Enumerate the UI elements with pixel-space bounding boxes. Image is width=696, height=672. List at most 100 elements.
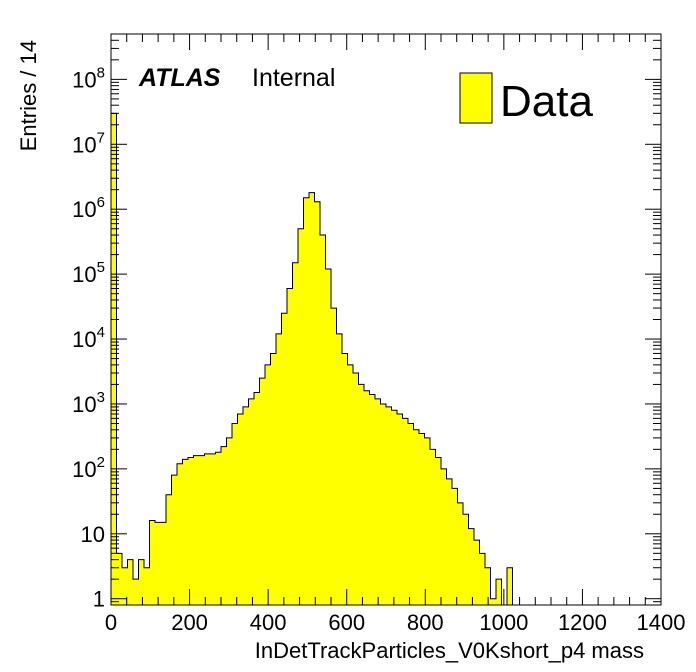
- histogram-bin: [325, 268, 332, 605]
- x-axis-label: InDetTrackParticles_V0Kshort_p4 mass: [255, 638, 644, 663]
- histogram-bin: [452, 488, 458, 605]
- histogram-bin: [336, 333, 343, 605]
- histogram-bin: [485, 567, 491, 605]
- y-tick-label: 107: [72, 129, 105, 157]
- histogram-bin: [270, 353, 277, 605]
- histogram-bin: [149, 520, 156, 605]
- histogram-bin: [441, 468, 447, 605]
- histogram-bin: [391, 410, 398, 605]
- histogram-bin: [474, 540, 480, 605]
- histogram-bin: [188, 457, 194, 605]
- histogram-bin: [342, 353, 348, 605]
- histogram-bin: [193, 455, 200, 605]
- histogram-bin: [386, 406, 392, 605]
- x-axis-ticks: [110, 34, 662, 605]
- histogram-bin: [320, 235, 326, 605]
- y-tick-label: 105: [72, 259, 105, 287]
- x-tick-label: 800: [407, 610, 444, 635]
- atlas-label-bold: ATLAS: [138, 64, 221, 92]
- histogram-bin: [430, 449, 436, 605]
- y-axis-ticks: [111, 33, 661, 606]
- histogram-bin: [424, 437, 431, 605]
- histogram-bin: [457, 502, 464, 605]
- legend-swatch: [459, 72, 493, 124]
- legend-label: Data: [500, 77, 593, 126]
- histogram-bin: [177, 463, 183, 605]
- histogram-bin: [413, 429, 420, 605]
- y-tick-label: 10: [81, 522, 105, 547]
- histogram-bin: [210, 453, 216, 605]
- y-axis-tick-labels: 1 10 102 103 104 105 106 107 108: [72, 64, 105, 611]
- y-axis-label: Entries / 14: [16, 40, 41, 151]
- histogram-bin: [303, 197, 310, 605]
- histogram-bin: [358, 384, 365, 605]
- x-tick-label: 1200: [558, 610, 607, 635]
- histogram-bin: [259, 378, 266, 605]
- histogram-bin: [309, 192, 315, 606]
- histogram-bin: [281, 313, 288, 605]
- histogram-bin: [314, 201, 321, 606]
- atlas-label: ATLAS Internal: [138, 64, 335, 92]
- histogram-bin: [144, 567, 150, 605]
- histogram-bin: [226, 437, 233, 605]
- histogram-bin: [287, 288, 293, 605]
- x-tick-label: 400: [250, 610, 287, 635]
- y-tick-label: 103: [72, 389, 105, 417]
- histogram-bin: [237, 414, 244, 605]
- x-tick-label: 0: [105, 610, 117, 635]
- histogram-bin: [276, 333, 282, 605]
- histogram-bin: [298, 228, 304, 605]
- histogram-bin: [463, 514, 469, 605]
- x-tick-label: 600: [328, 610, 365, 635]
- histogram-bin: [160, 522, 167, 605]
- histogram-bin: [408, 423, 414, 605]
- histogram-bin: [111, 113, 117, 606]
- histogram-bin: [232, 423, 238, 605]
- histogram-bin: [221, 446, 227, 605]
- histogram-bars: [111, 112, 661, 606]
- histogram-bin: [133, 579, 139, 605]
- histogram-bin: [479, 553, 486, 605]
- histogram-outline: [111, 112, 661, 606]
- histogram-bin: [215, 452, 222, 605]
- histogram-bin: [292, 262, 299, 605]
- histogram-bin: [127, 559, 134, 605]
- histogram-bin: [347, 364, 354, 605]
- histogram-bin: [468, 528, 475, 605]
- histogram-bin: [496, 579, 502, 605]
- histogram-bin: [166, 494, 172, 605]
- histogram-bin: [507, 567, 513, 605]
- histogram-bin: [243, 406, 249, 605]
- histogram-bin: [380, 403, 387, 605]
- histogram-bin: [199, 455, 205, 605]
- histogram-bin: [402, 418, 409, 605]
- histogram-bin: [138, 559, 145, 605]
- histogram-bin: [375, 398, 381, 605]
- histogram-bin: [419, 433, 425, 605]
- histogram-bin: [204, 453, 211, 605]
- histogram-bin: [353, 372, 359, 605]
- histogram-bin: [155, 522, 161, 605]
- histogram-bin: [364, 390, 370, 605]
- y-tick-label: 102: [72, 454, 105, 482]
- y-tick-label: 1: [93, 587, 105, 612]
- histogram-bin: [265, 364, 271, 605]
- x-tick-label: 1400: [637, 610, 686, 635]
- x-tick-label: 200: [171, 610, 208, 635]
- y-tick-label: 108: [72, 64, 105, 92]
- histogram-bin: [435, 457, 442, 605]
- histogram-bin: [122, 567, 128, 605]
- histogram-bin: [116, 553, 123, 605]
- histogram-bin: [254, 392, 260, 605]
- histogram-bin: [248, 398, 255, 605]
- histogram-bin: [397, 414, 403, 605]
- x-tick-label: 1000: [479, 610, 528, 635]
- histogram-bin: [331, 308, 337, 605]
- histogram-bin: [369, 394, 376, 605]
- histogram-bin: [171, 475, 178, 605]
- atlas-label-internal: Internal: [252, 64, 335, 92]
- y-tick-label: 104: [72, 324, 105, 352]
- x-axis-tick-labels: 0 200 400 600 800 1000 1200 1400: [105, 610, 686, 635]
- histogram-bin: [182, 459, 189, 605]
